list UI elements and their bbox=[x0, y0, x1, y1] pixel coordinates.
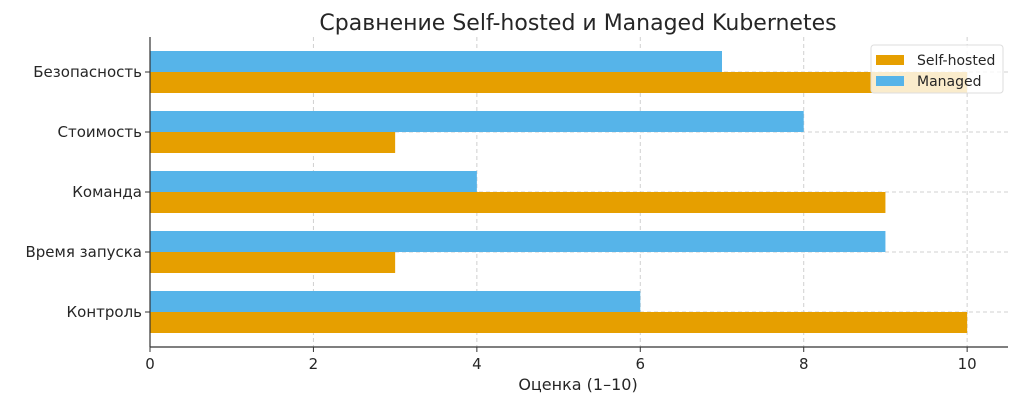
y-tick-label: Безопасность bbox=[33, 63, 142, 81]
bar-self-hosted bbox=[150, 72, 968, 93]
legend-label: Managed bbox=[917, 74, 982, 90]
y-tick-label: Стоимость bbox=[58, 123, 142, 141]
bar-managed bbox=[150, 291, 641, 312]
legend: Self-hosted Managed bbox=[870, 44, 1004, 94]
bar-self-hosted bbox=[150, 192, 886, 213]
x-axis-label: Оценка (1–10) bbox=[518, 375, 637, 394]
bar-managed bbox=[150, 171, 477, 192]
chart-title: Сравнение Self-hosted и Managed Kubernet… bbox=[319, 11, 836, 36]
bar-self-hosted bbox=[150, 132, 396, 153]
legend-label: Self-hosted bbox=[917, 53, 995, 69]
y-tick-label: Команда bbox=[72, 183, 142, 201]
x-tick-label: 0 bbox=[145, 355, 155, 373]
bar-managed bbox=[150, 231, 886, 252]
x-tick-label: 2 bbox=[309, 355, 319, 373]
legend-swatch bbox=[876, 76, 904, 86]
x-tick-label: 4 bbox=[472, 355, 482, 373]
bar-managed bbox=[150, 51, 722, 72]
y-tick-label: Время запуска bbox=[26, 243, 143, 261]
bar-self-hosted bbox=[150, 312, 968, 333]
bar-managed bbox=[150, 111, 804, 132]
bar-self-hosted bbox=[150, 252, 396, 273]
x-tick-label: 6 bbox=[636, 355, 646, 373]
legend-swatch bbox=[876, 55, 904, 65]
x-tick-label: 10 bbox=[958, 355, 977, 373]
y-tick-label: Контроль bbox=[67, 303, 143, 321]
x-tick-label: 8 bbox=[799, 355, 809, 373]
